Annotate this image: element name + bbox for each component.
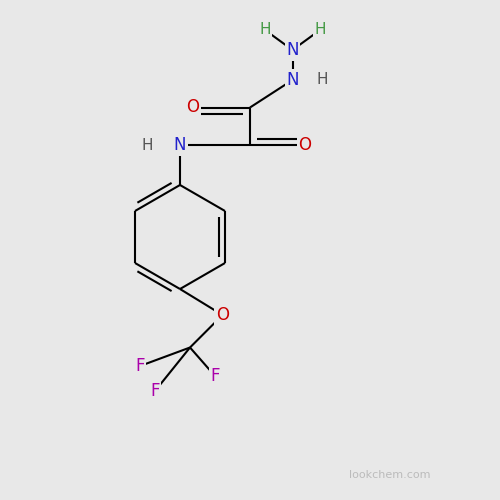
Text: O: O: [216, 306, 229, 324]
Text: F: F: [135, 357, 145, 375]
Text: F: F: [150, 382, 160, 400]
Text: N: N: [286, 71, 299, 89]
Text: H: H: [317, 72, 328, 88]
Text: O: O: [298, 136, 312, 154]
Text: lookchem.com: lookchem.com: [349, 470, 431, 480]
Text: O: O: [186, 98, 199, 116]
Text: H: H: [142, 138, 153, 152]
Text: H: H: [314, 22, 326, 38]
Text: N: N: [174, 136, 186, 154]
Text: N: N: [286, 41, 299, 59]
Text: H: H: [259, 22, 271, 38]
Text: F: F: [210, 367, 220, 385]
